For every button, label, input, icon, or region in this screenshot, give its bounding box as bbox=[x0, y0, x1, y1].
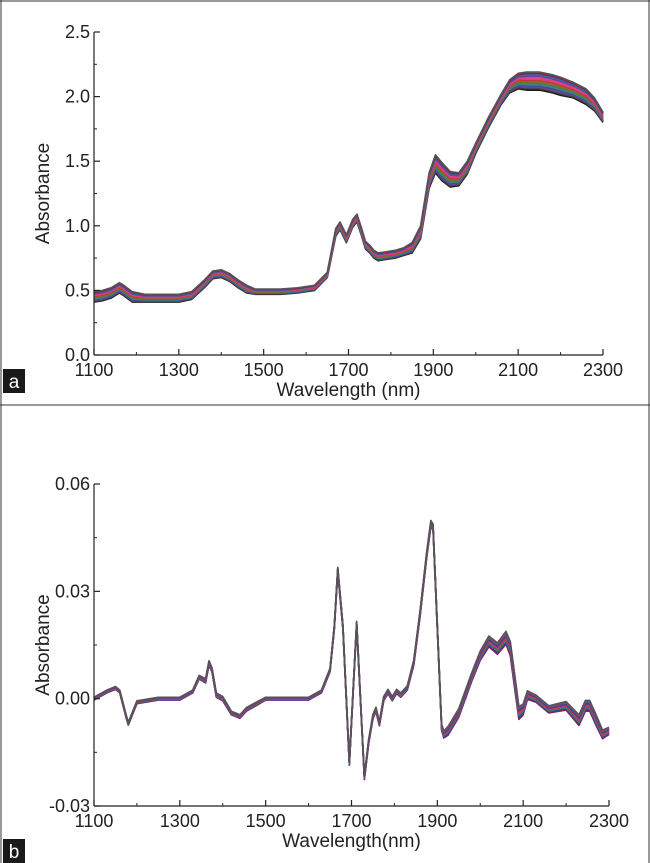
x-tick-label: 1700 bbox=[331, 811, 371, 831]
y-tick-label: 0.06 bbox=[55, 474, 90, 494]
y-tick-label: 0.03 bbox=[55, 581, 90, 601]
x-tick-label: 1500 bbox=[246, 811, 286, 831]
panel-b: 1100 1300 1500 1700 1900 2100 2300 -0.03 0.00 0.0… bbox=[3, 474, 629, 863]
y-tick-label: 1.5 bbox=[65, 151, 90, 171]
x-tick-label: 2300 bbox=[583, 360, 623, 380]
y-tick-label: 1.0 bbox=[65, 216, 90, 236]
x-tick-label: 1100 bbox=[75, 360, 114, 380]
y-tick-label: 0.0 bbox=[65, 345, 90, 365]
x-tick-label: 1700 bbox=[328, 360, 368, 380]
panel-a-y-axis-label: Absorbance bbox=[33, 143, 54, 244]
panel-b-y-axis-label: Absorbance bbox=[33, 594, 54, 695]
x-tick-label: 1300 bbox=[160, 811, 200, 831]
panel-a-spectra bbox=[93, 71, 604, 303]
panel-b-spectra bbox=[93, 519, 610, 781]
panel-a: 1100 1300 1500 1700 1900 2100 2300 0.0 0.5 1.0 1.5… bbox=[3, 22, 623, 401]
x-tick-label: 2300 bbox=[589, 811, 629, 831]
x-tick-label: 2100 bbox=[503, 811, 543, 831]
panel-a-axes: 1100 1300 1500 1700 1900 2100 2300 0.0 0.5 1.0 1.5… bbox=[65, 22, 623, 380]
x-tick-label: 1500 bbox=[244, 360, 284, 380]
y-tick-label: 0.5 bbox=[65, 280, 90, 300]
y-tick-label: 2.0 bbox=[65, 87, 90, 107]
panel-b-letter: b bbox=[9, 842, 20, 863]
x-tick-label: 1900 bbox=[417, 811, 457, 831]
panel-b-axes: 1100 1300 1500 1700 1900 2100 2300 -0.03 0.00 0.0… bbox=[49, 474, 629, 831]
y-tick-label: 0.00 bbox=[55, 689, 90, 709]
panel-b-letter-badge bbox=[3, 839, 25, 863]
y-tick-label: 2.5 bbox=[65, 22, 90, 42]
x-tick-label: 1300 bbox=[159, 360, 199, 380]
panel-a-x-axis-label: Wavelength (nm) bbox=[277, 380, 421, 401]
x-tick-label: 1900 bbox=[413, 360, 453, 380]
panel-a-letter-badge bbox=[3, 369, 25, 393]
panel-a-letter: a bbox=[9, 372, 20, 393]
spectrum-line-14 bbox=[93, 519, 610, 777]
panel-b-x-axis-label: Wavelength(nm) bbox=[282, 831, 421, 852]
y-tick-label: -0.03 bbox=[49, 796, 90, 816]
x-tick-label: 1100 bbox=[75, 811, 114, 831]
spectrum-line-14 bbox=[93, 71, 604, 296]
x-tick-label: 2100 bbox=[498, 360, 538, 380]
